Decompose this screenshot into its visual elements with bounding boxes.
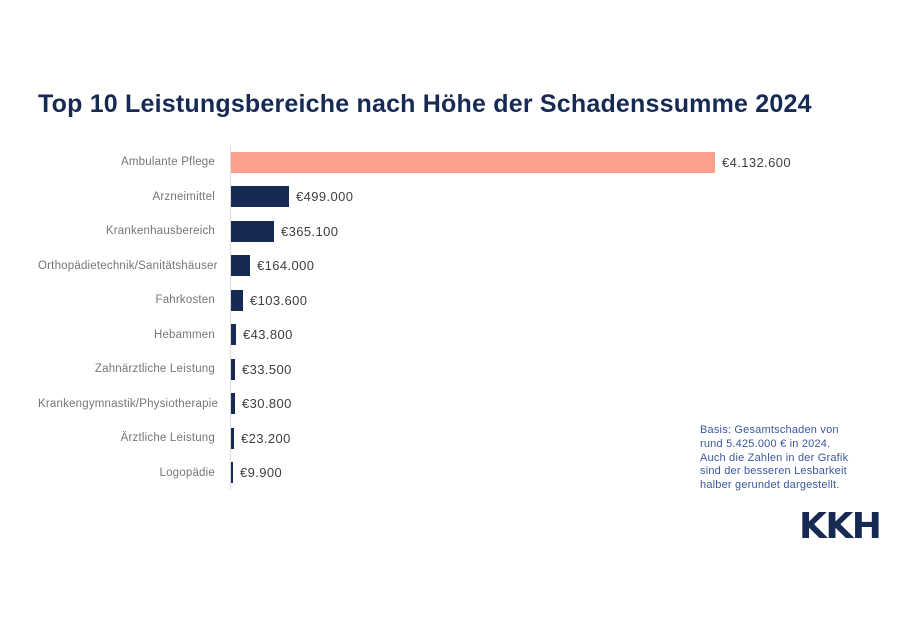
footnote-line: halber gerundet dargestellt. (700, 479, 840, 492)
category-label: Arzneimittel (152, 190, 215, 203)
footnote-line: rund 5.425.000 € in 2024. (700, 437, 831, 450)
bar-area: €499.000 (231, 186, 354, 208)
category-label: Ambulante Pflege (121, 156, 215, 169)
value-label: €164.000 (257, 258, 315, 274)
category-label: Hebammen (153, 328, 215, 341)
bar-row: Zahnärztliche Leistung €33.500 (38, 352, 878, 387)
bar-row: Logopädie €9.900 (38, 456, 878, 491)
value-label: €33.500 (242, 361, 292, 377)
bar-area: €23.200 (231, 427, 291, 449)
bar-row: Ärztliche Leistung €23.200 (38, 421, 878, 456)
value-label: €365.100 (281, 223, 339, 239)
chart-title: Top 10 Leistungsbereiche nach Höhe der S… (38, 90, 812, 118)
value-label: €30.800 (242, 396, 292, 412)
bar (231, 289, 243, 311)
bar-area: €43.800 (231, 324, 293, 346)
axis-baseline (230, 145, 231, 490)
footnote-line: Auch die Zahlen in der Grafik (700, 451, 849, 464)
bar-row: Hebammen €43.800 (38, 318, 878, 353)
bar-area: €164.000 (231, 255, 315, 277)
category-label: Zahnärztliche Leistung (94, 363, 215, 376)
bar-area: €103.600 (231, 289, 308, 311)
bar-row: Krankenhausbereich €365.100 (38, 214, 878, 249)
value-label: €4.132.600 (722, 154, 792, 170)
value-label: €499.000 (296, 189, 354, 205)
bar (231, 186, 289, 208)
category-label: Logopädie (159, 466, 215, 479)
bar-area: €365.100 (231, 220, 339, 242)
value-label: €43.800 (243, 327, 293, 343)
bar (231, 358, 235, 380)
category-label: Krankengymnastik/Physiotherapie (38, 397, 219, 410)
kkh-logo: KKH (799, 506, 882, 547)
bar-area: €30.800 (231, 393, 292, 415)
value-label: €103.600 (250, 292, 308, 308)
footnote-line: Basis: Gesamtschaden von (700, 424, 839, 436)
value-label: €9.900 (240, 465, 283, 481)
category-label: Fahrkosten (155, 294, 215, 307)
bar (231, 255, 250, 277)
footnote-line: sind der besseren Lesbarkeit (700, 465, 847, 478)
category-label: Orthopädietechnik/Sanitätshäuser (38, 259, 218, 272)
bar (231, 220, 274, 242)
bar (231, 393, 235, 415)
bar-row: Fahrkosten €103.600 (38, 283, 878, 318)
bar (231, 151, 715, 173)
category-label: Krankenhausbereich (105, 225, 215, 238)
footnote: Basis: Gesamtschaden von rund 5.425.000 … (700, 424, 848, 493)
bar-row: Ambulante Pflege €4.132.600 (38, 145, 878, 180)
bar (231, 462, 233, 484)
bar-chart: Ambulante Pflege €4.132.600 Arzneimittel €4… (38, 145, 878, 490)
bar (231, 324, 236, 346)
bar-area: €4.132.600 (231, 151, 792, 173)
bar-area: €33.500 (231, 358, 292, 380)
bar-row: Arzneimittel €499.000 (38, 180, 878, 215)
category-label: Ärztliche Leistung (120, 432, 215, 445)
bar-row: Krankengymnastik/Physiotherapie €30.800 (38, 387, 878, 422)
bar-area: €9.900 (231, 462, 283, 484)
value-label: €23.200 (241, 430, 291, 446)
bar-row: Orthopädietechnik/Sanitätshäuser €164.000 (38, 249, 878, 284)
bar (231, 427, 234, 449)
